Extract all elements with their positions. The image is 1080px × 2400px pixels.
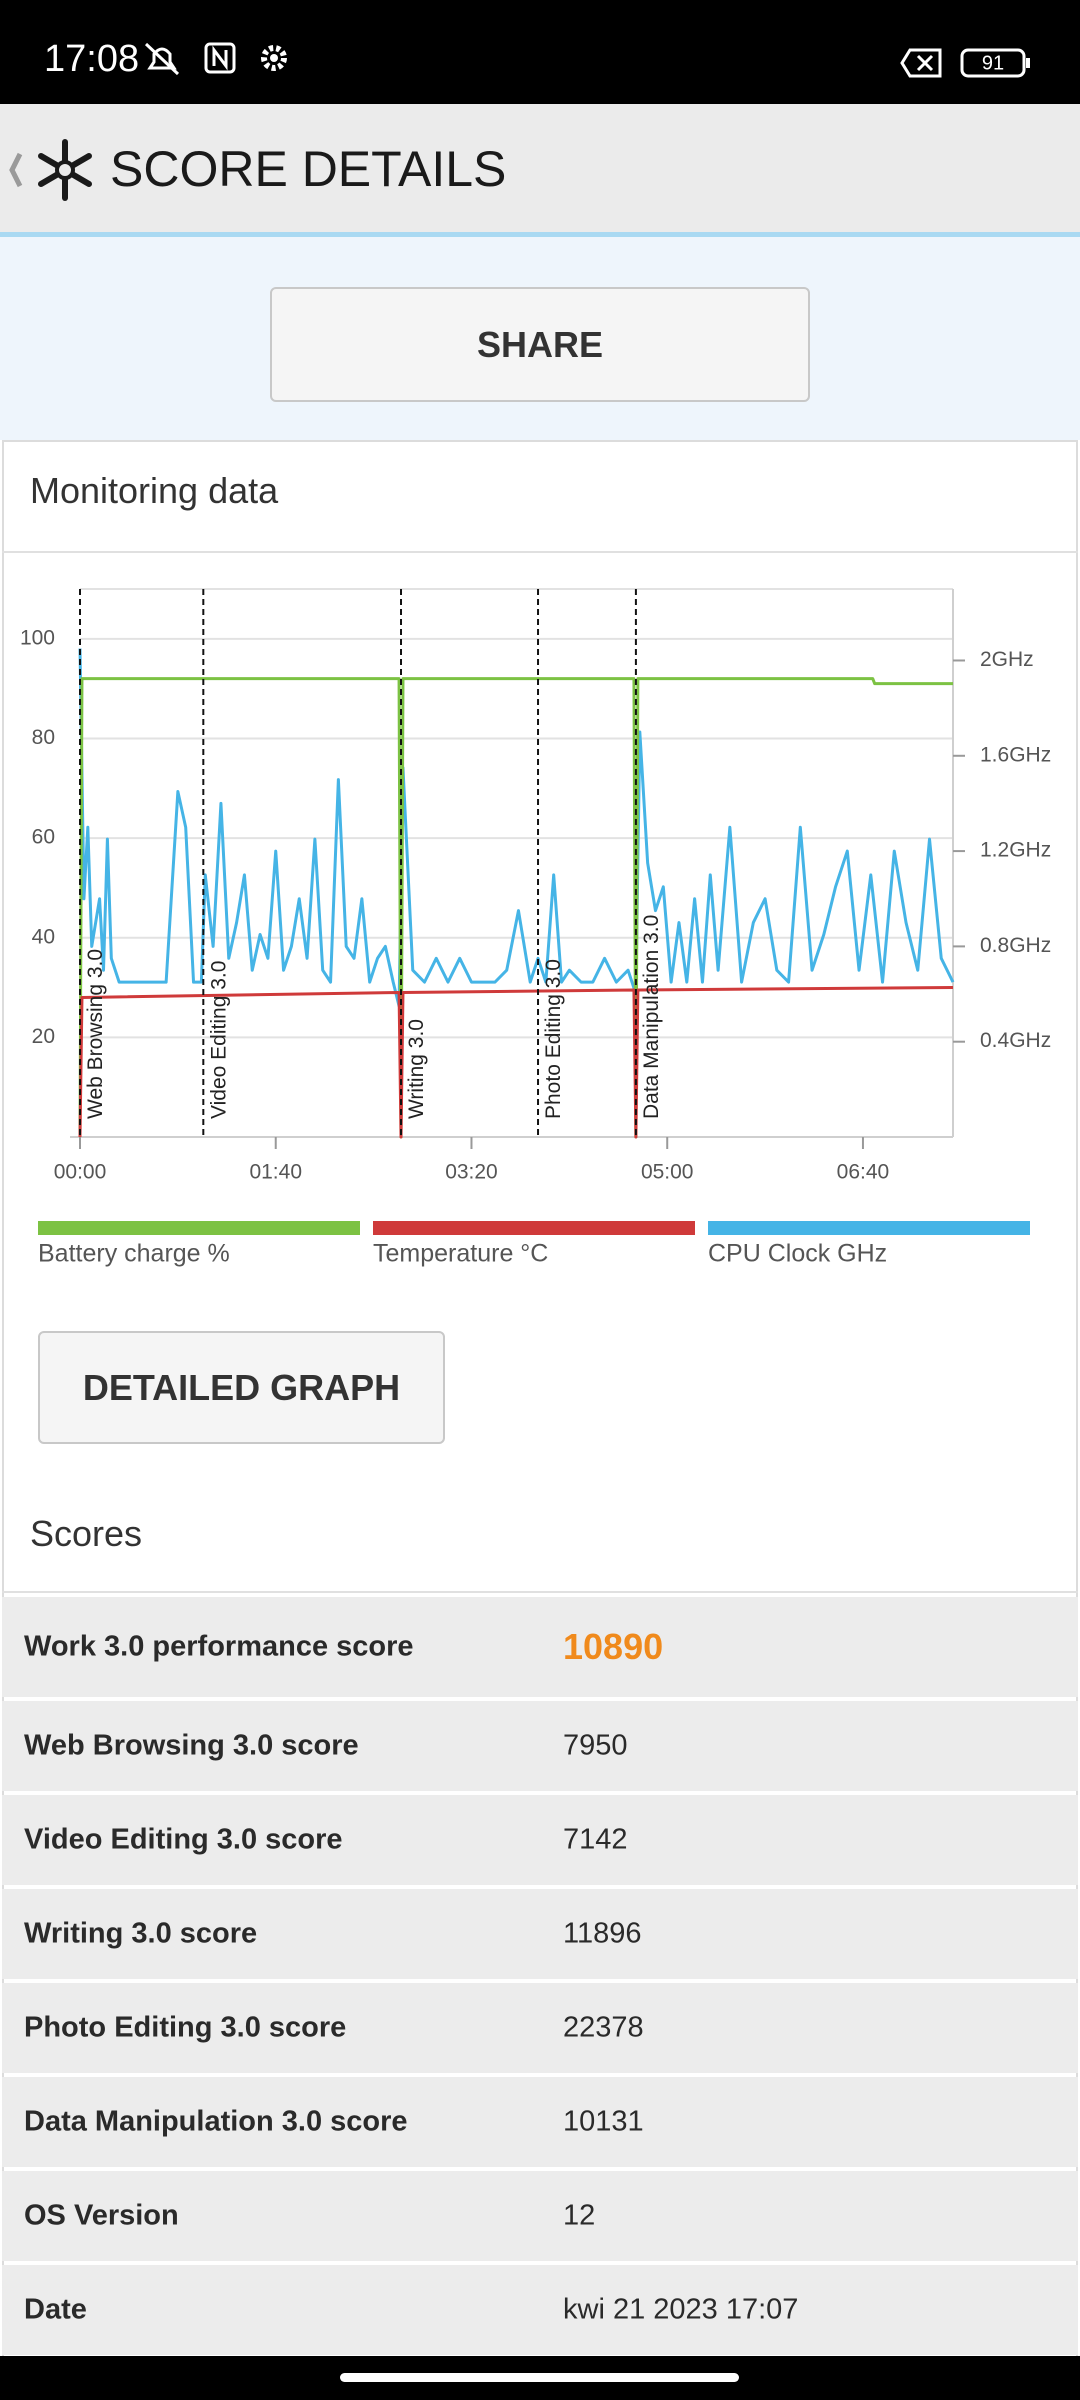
score-value: 11896 [563, 1917, 642, 1950]
score-row: Video Editing 3.0 score 7142 [2, 1795, 1078, 1885]
score-label: Photo Editing 3.0 score [24, 2011, 347, 2044]
y2-tick-label: 0.8GHz [980, 934, 1051, 957]
x-tick-label: 03:20 [445, 1161, 498, 1184]
score-value: 7950 [563, 1729, 628, 1762]
series-line [78, 648, 955, 1008]
share-button[interactable]: SHARE [270, 287, 810, 402]
scores-table: Work 3.0 performance score 10890 Web Brows… [2, 1597, 1078, 2359]
legend-swatch [708, 1221, 1030, 1235]
score-label: Video Editing 3.0 score [24, 1823, 343, 1856]
x-tick-label: 00:00 [54, 1161, 107, 1184]
legend-label: Battery charge % [38, 1240, 230, 1268]
detailed-graph-button[interactable]: DETAILED GRAPH [38, 1331, 445, 1444]
score-label: Work 3.0 performance score [24, 1630, 414, 1663]
page-title: SCORE DETAILS [110, 141, 507, 197]
phase-label: Data Manipulation 3.0 [640, 915, 663, 1119]
y2-tick-label: 0.4GHz [980, 1029, 1051, 1052]
score-row: Web Browsing 3.0 score 7950 [2, 1701, 1078, 1791]
y2-tick-label: 2GHz [980, 648, 1034, 671]
section-title: Monitoring data [30, 470, 279, 511]
home-indicator[interactable] [340, 2373, 739, 2382]
score-row: Data Manipulation 3.0 score 10131 [2, 2077, 1078, 2167]
score-label: Date [24, 2293, 87, 2326]
y-tick-label: 80 [32, 726, 55, 749]
header-line [0, 232, 1080, 237]
score-value: 7142 [563, 1823, 628, 1856]
score-row: Photo Editing 3.0 score 22378 [2, 1983, 1078, 2073]
y-tick-label: 20 [32, 1025, 55, 1048]
divider [2, 1591, 1078, 1593]
score-label: Web Browsing 3.0 score [24, 1729, 359, 1762]
score-label: Data Manipulation 3.0 score [24, 2105, 408, 2138]
x-tick-label: 06:40 [837, 1161, 890, 1184]
phase-label: Web Browsing 3.0 [84, 949, 107, 1119]
score-row: Work 3.0 performance score 10890 [2, 1597, 1078, 1697]
score-value: kwi 21 2023 17:07 [563, 2293, 799, 2326]
y-tick-label: 60 [32, 826, 55, 849]
y2-tick-label: 1.6GHz [980, 743, 1051, 766]
back-icon[interactable] [0, 130, 110, 210]
clock: 17:08 [44, 38, 140, 80]
status-icons [144, 42, 287, 76]
score-value: 22378 [563, 2011, 644, 2044]
score-value: 12 [563, 2199, 596, 2232]
score-row: Writing 3.0 score 11896 [2, 1889, 1078, 1979]
series-line [78, 677, 953, 1139]
y2-tick-label: 1.2GHz [980, 839, 1051, 862]
score-label: Writing 3.0 score [24, 1917, 258, 1950]
series-line [78, 986, 954, 1139]
status-right-icons: 91 [900, 48, 1030, 78]
score-row: OS Version 12 [2, 2171, 1078, 2261]
phase-label: Writing 3.0 [405, 1019, 428, 1119]
y-tick-label: 100 [20, 626, 55, 649]
legend-label: Temperature °C [373, 1240, 548, 1268]
app-bar [0, 104, 1080, 232]
y-tick-label: 40 [32, 925, 55, 948]
status-bar: 17:08 91 [0, 0, 1080, 104]
score-label: OS Version [24, 2199, 179, 2232]
x-tick-label: 05:00 [641, 1161, 694, 1184]
legend-label: CPU Clock GHz [708, 1240, 887, 1268]
divider [2, 551, 1078, 553]
phase-label: Video Editing 3.0 [207, 961, 230, 1119]
score-row: Date kwi 21 2023 17:07 [2, 2265, 1078, 2355]
x-tick-label: 01:40 [249, 1161, 302, 1184]
section-title: Scores [30, 1513, 143, 1554]
battery-level: 91 [982, 52, 1004, 74]
legend-swatch [38, 1221, 360, 1235]
score-value: 10890 [563, 1626, 664, 1667]
chart: 20 40 60 80 100 0.4GHz 0.8GHz 1.2GHz 1.6GHz 2GHz 0… [20, 588, 1051, 1268]
phase-label: Photo Editing 3.0 [542, 959, 565, 1119]
legend-swatch [373, 1221, 695, 1235]
score-value: 10131 [563, 2105, 644, 2138]
